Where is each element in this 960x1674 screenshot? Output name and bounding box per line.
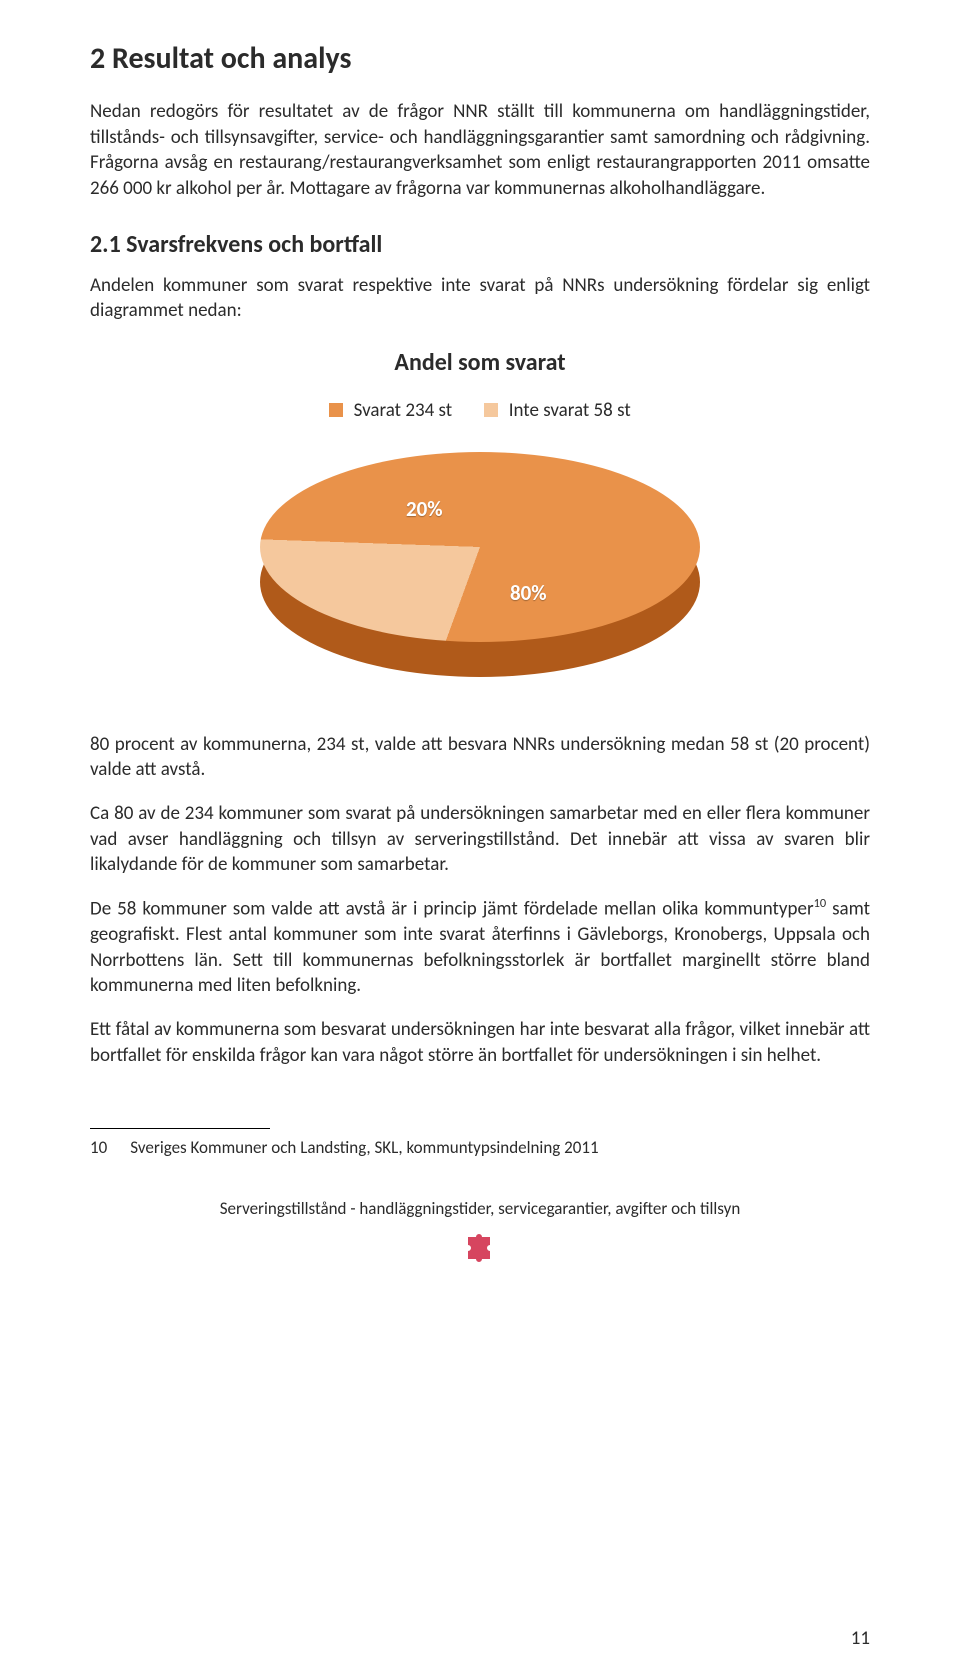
- paragraph-result-1: 80 procent av kommunerna, 234 st, valde …: [90, 732, 870, 783]
- paragraph-result-2: Ca 80 av de 234 kommuner som svarat på u…: [90, 801, 870, 878]
- puzzle-icon: [462, 1227, 498, 1263]
- subheading-svarsfrekvens: 2.1 Svarsfrekvens och bortfall: [90, 230, 870, 259]
- pie-chart: 80% 20%: [260, 452, 700, 672]
- paragraph-intro: Nedan redogörs för resultatet av de fråg…: [90, 99, 870, 202]
- legend-swatch-inte-svarat: [484, 403, 498, 417]
- footer-text: Serveringstillstånd - handläggningstider…: [90, 1198, 870, 1219]
- page-title: 2 Resultat och analys: [90, 40, 870, 77]
- chart-title: Andel som svarat: [90, 348, 870, 377]
- footnote-ref-10: 10: [814, 896, 827, 911]
- footnote-divider: [90, 1128, 270, 1129]
- paragraph-svarsfrekvens-intro: Andelen kommuner som svarat respektive i…: [90, 273, 870, 324]
- legend-label-inte-svarat: Inte svarat 58 st: [509, 399, 631, 422]
- footnote-10: 10 Sveriges Kommuner och Landsting, SKL,…: [90, 1137, 870, 1158]
- footnote-number: 10: [90, 1137, 107, 1158]
- chart-legend: Svarat 234 st Inte svarat 58 st: [90, 399, 870, 422]
- paragraph-result-3: De 58 kommuner som valde att avstå är i …: [90, 896, 870, 999]
- paragraph-result-4: Ett fåtal av kommunerna som besvarat und…: [90, 1017, 870, 1068]
- pie-top: [260, 452, 700, 642]
- pie-label-80: 80%: [510, 580, 547, 606]
- legend-item-inte-svarat: Inte svarat 58 st: [484, 399, 630, 422]
- pie-label-20: 20%: [406, 496, 443, 522]
- legend-swatch-svarat: [329, 403, 343, 417]
- legend-item-svarat: Svarat 234 st: [329, 399, 452, 422]
- legend-label-svarat: Svarat 234 st: [354, 399, 453, 422]
- page-number: 11: [851, 1627, 870, 1650]
- footnote-text: Sveriges Kommuner och Landsting, SKL, ko…: [130, 1137, 598, 1158]
- para5-part1: De 58 kommuner som valde att avstå är i …: [90, 897, 814, 920]
